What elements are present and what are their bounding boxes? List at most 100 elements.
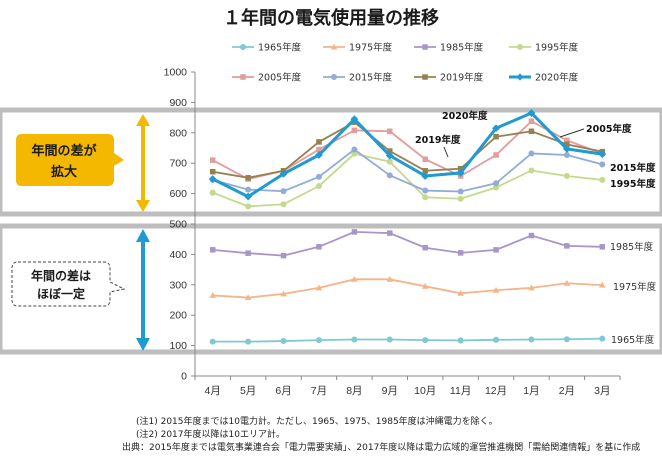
callout-expanding: 年間の差が 拡大 [16,134,124,186]
series-line-2019 [212,121,603,179]
legend-label: 1995年度 [535,42,579,54]
data-point-1965 [245,338,252,345]
annotation-2020: 2020年度 [442,110,488,122]
x-axis-ticks: 4月 5月 6月 7月 8月 9月 10月 11月 12月 1月 2月 3月 [194,376,621,397]
annotation-2019-leader [443,146,449,158]
data-point-2015 [386,172,393,179]
callout-stable-box [11,261,126,307]
legend-item-1975: 1975年度 [323,42,393,54]
data-point-2019 [457,165,464,172]
data-point-1995 [528,167,535,174]
data-point-2005 [422,156,428,162]
data-point-2020 [421,172,430,180]
data-point-2020 [315,151,323,159]
annotation-1995: 1995年度 [610,178,656,190]
data-point-2015 [245,186,252,193]
data-point-2015 [280,188,287,195]
data-point-1975 [528,284,535,291]
data-point-2015 [351,146,358,153]
data-point-1975 [315,284,323,291]
annotation-1975: 1975年度 [613,281,657,293]
data-point-2020 [279,169,288,178]
data-point-1965 [386,336,393,343]
data-point-2020 [385,151,394,160]
series-2015 [209,146,606,195]
data-point-1985 [422,244,428,251]
legend-label: 2019年度 [440,72,484,84]
legend-swatch-marker [422,44,428,50]
legend-label: 2015年度 [349,72,393,84]
x-tick-label: 3月 [594,385,610,397]
data-point-2020 [562,145,571,153]
data-point-2005 [564,137,570,144]
data-point-1975 [351,276,358,282]
legend-item-2019: 2019年度 [414,72,484,84]
series-line-1995 [212,152,603,208]
y-tick-label: 700 [169,158,187,170]
y-tick-label: 0 [181,371,187,383]
data-point-1975 [421,283,429,289]
callout-expanding-line2: 拡大 [51,164,77,180]
x-tick-label: 4月 [205,385,221,397]
data-point-2019 [422,168,428,174]
legend-item-1995: 1995年度 [509,42,579,54]
callout-stable-line1: 年間の差は [31,268,91,283]
data-point-1995 [599,176,606,183]
series-line-2020 [212,111,603,199]
data-point-2005 [387,128,393,135]
callout-expanding-line1: 年間の差が [31,143,96,159]
legend-item-2005: 2005年度 [232,72,302,84]
legend-item-2020: 2020年度 [509,72,579,84]
data-point-1975 [386,276,394,282]
series-2020 [208,109,607,201]
series-1985 [209,229,606,259]
data-point-2019 [528,128,535,135]
data-point-2019 [316,139,322,145]
data-point-1985 [245,250,251,256]
annotation-2015: 2015年度 [610,162,656,174]
data-point-1965 [209,338,216,345]
data-point-1965 [563,336,570,343]
series-line-1965 [212,337,603,343]
arrow-stable [136,229,150,351]
x-tick-label: 6月 [275,385,291,397]
data-point-1995 [351,150,358,157]
legend-swatch-marker [240,74,246,80]
data-point-1965 [351,336,358,343]
x-tick-label: 9月 [382,385,398,397]
y-tick-label: 900 [169,97,187,109]
y-tick-label: 1000 [164,67,188,79]
data-point-2020 [598,150,607,158]
data-point-1965 [599,335,606,342]
legend-swatch-marker [516,73,524,81]
series-line-1975 [212,278,603,299]
legend-swatch-marker [330,73,338,81]
data-point-1975 [598,281,606,288]
data-point-2005 [528,118,535,124]
data-point-1965 [457,337,464,344]
data-point-1985 [280,252,287,259]
series-1975 [209,276,606,301]
data-point-2015 [493,180,500,187]
data-point-2019 [493,134,499,140]
data-point-1995 [209,189,216,196]
data-point-1995 [386,158,393,165]
y-axis-ticks: 0 100 200 300 400 500 600 700 800 900 1000 [164,67,195,383]
y-tick-label: 600 [169,188,187,200]
data-point-2015 [422,187,429,194]
y-tick-label: 200 [169,310,187,322]
annotation-1965: 1965年度 [611,334,655,346]
legend-swatch-marker [422,74,428,80]
data-point-2015 [315,173,322,180]
data-point-1985 [457,250,464,256]
data-point-1995 [422,194,429,201]
x-tick-label: 11月 [450,385,471,397]
data-point-2005 [493,152,499,158]
data-point-2015 [599,161,606,168]
data-point-1985 [493,247,499,253]
data-point-2015 [528,150,535,157]
data-point-2019 [564,141,570,148]
data-point-1965 [422,337,429,344]
